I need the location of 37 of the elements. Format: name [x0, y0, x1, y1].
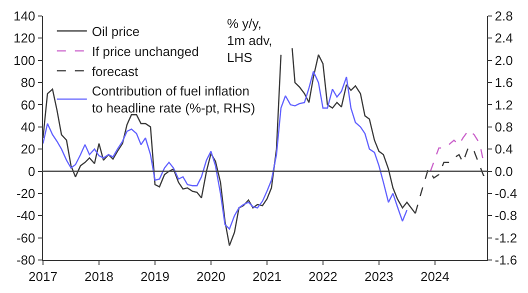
x-tick-label: 2023: [364, 268, 394, 284]
y2-tick-label: 1.2: [494, 97, 513, 112]
y2-tick-label: 1.6: [494, 75, 513, 90]
y2-tick-label: 0.4: [494, 142, 513, 157]
y-tick-label: 120: [14, 30, 36, 46]
y2-tick-label: 2.8: [494, 8, 513, 24]
y-tick-label: -20: [16, 186, 36, 201]
x-tick-label: 2017: [28, 268, 58, 284]
x-tick-label: 2018: [84, 268, 114, 284]
x-tick-label: 2021: [252, 268, 282, 284]
legend-label: Oil price: [92, 24, 140, 40]
y-tick-label: 100: [14, 52, 36, 68]
y-tick-label: -40: [16, 208, 36, 224]
y-tick-label: -80: [16, 252, 36, 268]
legend-label: Contribution of fuel inflation to headline rate (%-pt, RHS): [92, 84, 256, 116]
legend-label: If price unchanged: [92, 44, 199, 59]
annotation: % y/y, 1m adv, LHS: [227, 16, 272, 65]
y2-tick-label: 2.0: [494, 52, 513, 68]
x-tick-label: 2020: [196, 268, 226, 284]
legend-label: forecast: [92, 64, 139, 79]
y2-tick-label: -1.2: [494, 230, 518, 246]
y2-tick-label: -0.8: [494, 208, 518, 224]
y-tick-label: 0: [28, 164, 36, 179]
y-tick-label: -60: [16, 230, 36, 246]
y2-tick-label: -0.4: [494, 186, 518, 201]
y2-tick-label: 0.0: [494, 164, 513, 179]
x-tick-label: 2022: [308, 268, 338, 284]
x-tick-label: 2024: [420, 268, 450, 284]
y2-tick-label: 2.4: [494, 30, 513, 46]
y-tick-label: 20: [20, 142, 36, 157]
x-tick-label: 2019: [140, 268, 170, 284]
y2-tick-label: -1.6: [494, 252, 518, 268]
y-tick-label: 60: [20, 97, 36, 112]
y-tick-label: 40: [20, 119, 36, 134]
y-tick-label: 140: [14, 8, 36, 24]
y-tick-label: 80: [20, 75, 36, 90]
y2-tick-label: 0.8: [494, 119, 513, 134]
